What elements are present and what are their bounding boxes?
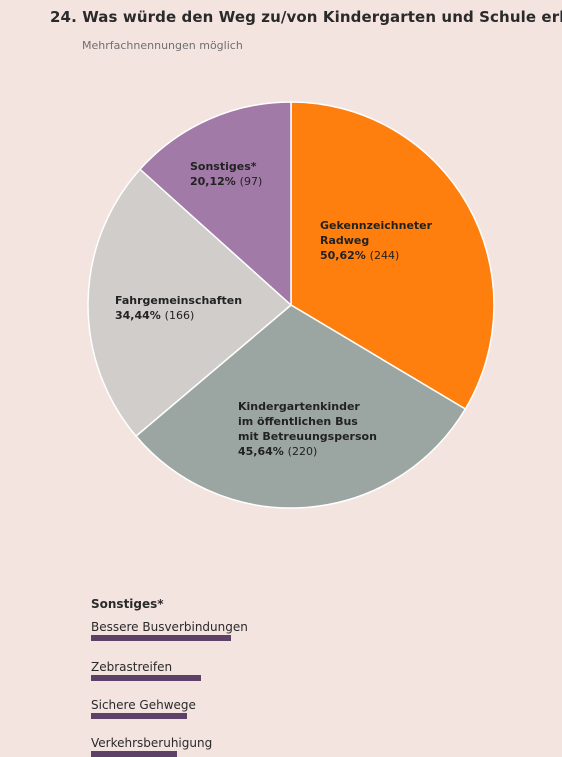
note-item: Sichere Gehwege (91, 698, 196, 719)
note-label: Verkehrsberuhigung (91, 736, 213, 750)
slice-percent-radweg: 50,62% (320, 249, 366, 262)
pie-slice-fahrgemeinschaften (87, 168, 293, 438)
notes-title: Sonstiges* (91, 597, 164, 611)
note-bar (91, 675, 201, 681)
pie-slice-sonstiges (139, 101, 292, 307)
pie-slice-radweg (290, 101, 495, 411)
slice-name-bus-line1: Kindergartenkinder (238, 400, 360, 413)
slice-label-bus: Kindergartenkinder im öffentlichen Bus m… (238, 399, 377, 459)
note-bar (91, 713, 187, 719)
slice-count-sonstiges: (97) (239, 175, 263, 188)
slice-count-bus: (220) (287, 445, 318, 458)
note-label: Zebrastreifen (91, 660, 173, 674)
slice-label-sonstiges: Sonstiges* 20,12% (97) (190, 159, 262, 189)
note-label: Bessere Busverbindungen (91, 620, 248, 634)
slice-name-bus-line3: mit Betreuungsperson (238, 430, 377, 443)
slice-label-radweg: Gekennzeichneter Radweg 50,62% (244) (320, 218, 432, 263)
note-item: Bessere Busverbindungen (91, 620, 248, 641)
slice-count-fahrgemeinschaften: (166) (164, 309, 195, 322)
slice-count-radweg: (244) (369, 249, 400, 262)
slice-name-bus-line2: im öffentlichen Bus (238, 415, 358, 428)
slice-name-fahrgemeinschaften: Fahrgemeinschaften (115, 294, 243, 307)
slice-percent-bus: 45,64% (238, 445, 284, 458)
page-title: 24. Was würde den Weg zu/von Kindergarte… (50, 8, 562, 26)
slice-percent-sonstiges: 20,12% (190, 175, 236, 188)
pie-chart (87, 101, 495, 509)
pie-slice-bus (134, 304, 467, 509)
note-bar (91, 751, 177, 757)
note-item: Zebrastreifen (91, 660, 201, 681)
page-subtitle: Mehrfachnennungen möglich (82, 39, 243, 52)
slice-percent-fahrgemeinschaften: 34,44% (115, 309, 161, 322)
note-bar (91, 635, 231, 641)
slice-name-sonstiges: Sonstiges* (190, 160, 257, 173)
slice-name-radweg-line2: Radweg (320, 234, 370, 247)
slice-label-fahrgemeinschaften: Fahrgemeinschaften 34,44% (166) (115, 293, 242, 323)
slice-name-radweg-line1: Gekennzeichneter (320, 219, 433, 232)
note-label: Sichere Gehwege (91, 698, 196, 712)
note-item: Verkehrsberuhigung (91, 736, 212, 757)
